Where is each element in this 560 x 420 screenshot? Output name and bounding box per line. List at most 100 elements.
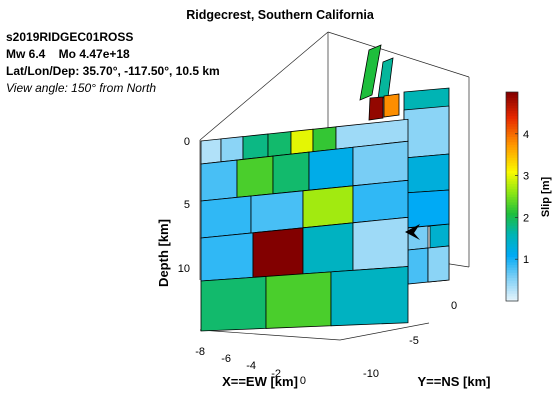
front-fault-patch [330, 266, 409, 327]
colorbar-swatch [506, 118, 518, 122]
colorbar-swatch [506, 209, 518, 213]
z-axis-label: Depth [km] [156, 219, 171, 287]
colorbar-swatch [506, 193, 518, 198]
colorbar-swatch [506, 159, 518, 164]
view-angle-line: View angle: 150° from North [6, 81, 156, 95]
front-fault-patch [272, 151, 310, 195]
front-fault-patch [200, 276, 267, 332]
colorbar-tick-label: 2 [523, 212, 529, 224]
colorbar-swatch [506, 206, 518, 211]
front-fault-patch [236, 155, 274, 198]
colorbar-swatch [506, 149, 518, 153]
colorbar-swatch [506, 293, 518, 297]
front-fault-patch [352, 216, 409, 271]
colorbar-swatch [506, 167, 518, 171]
colorbar-swatch [506, 183, 518, 187]
hypocenter-marker [405, 224, 420, 240]
colorbar-swatch [506, 287, 518, 292]
back-fault-patch [429, 223, 450, 249]
colorbar-swatch [506, 240, 518, 245]
colorbar-swatch [506, 162, 518, 166]
x-tick-label: -6 [221, 353, 231, 365]
colorbar-swatch [506, 94, 518, 98]
colorbar-swatch [506, 256, 518, 260]
colorbar-tick-label: 1 [523, 254, 529, 266]
front-fault-patch [290, 128, 314, 155]
colorbar-swatch [506, 172, 518, 177]
x-axis-label: X==EW [km] [222, 374, 298, 389]
colorbar-swatch [506, 233, 518, 237]
colorbar-swatch [506, 133, 518, 138]
front-fault-patch [200, 232, 254, 282]
hypocenter-marker-group [405, 224, 420, 240]
colorbar-swatch [506, 175, 518, 179]
colorbar-swatch [506, 204, 518, 208]
x-tick-label: -2 [271, 368, 281, 380]
colorbar-swatch [506, 131, 518, 135]
colorbar-swatch [506, 277, 518, 281]
colorbar-swatch [506, 191, 518, 195]
back-fault-patches [359, 44, 450, 285]
z-tick-label: 10 [178, 263, 190, 275]
colorbar-swatch [506, 212, 518, 216]
colorbar-swatch [506, 125, 518, 130]
colorbar-swatch [506, 110, 518, 114]
colorbar-swatch [506, 170, 518, 174]
colorbar-tick-label: 4 [523, 129, 529, 141]
colorbar-swatch [506, 285, 518, 289]
colorbar-swatch [506, 154, 518, 158]
colorbar-swatch [506, 230, 518, 234]
colorbar-swatch [506, 123, 518, 127]
colorbar-swatch [506, 282, 518, 286]
colorbar-frame [505, 91, 519, 302]
axes-box-line [327, 31, 470, 78]
colorbar-swatch [506, 178, 518, 182]
colorbar-swatch [506, 251, 518, 255]
back-fault-patch [403, 105, 450, 159]
front-fault-patch [267, 131, 292, 158]
colorbar-swatch [506, 144, 518, 148]
colorbar-swatch [506, 188, 518, 192]
colorbar-swatch [506, 264, 518, 268]
back-fault-patch [403, 189, 450, 229]
front-fault-patch [220, 136, 244, 163]
front-fault-patch [302, 185, 354, 229]
colorbar-swatch [506, 120, 518, 124]
colorbar-swatch [506, 102, 518, 106]
colorbar-swatch [506, 196, 518, 200]
y-axis-label: Y==NS [km] [418, 374, 491, 389]
front-fault-patch [352, 140, 409, 187]
y-tick-label: 0 [451, 300, 457, 312]
colorbar-swatch [506, 180, 518, 185]
colorbar-swatch [506, 225, 518, 229]
front-fault-patch [250, 190, 304, 234]
x-tick-label: -4 [246, 360, 256, 372]
front-fault-patch [242, 133, 269, 160]
colorbar-swatch [506, 157, 518, 161]
colorbar-swatch [506, 269, 518, 273]
colorbar-swatch [506, 99, 518, 104]
colorbar-swatch [506, 136, 518, 140]
colorbar-swatch [506, 246, 518, 250]
colorbar-swatch [506, 298, 518, 302]
back-fault-patch [383, 93, 400, 118]
front-fault-patch [302, 222, 354, 275]
colorbar-swatch [506, 128, 518, 132]
colorbar-swatch [506, 97, 518, 101]
colorbar-swatch [506, 220, 518, 224]
colorbar-swatch [506, 115, 518, 119]
colorbar-swatch [506, 165, 518, 169]
colorbar-swatch [506, 290, 518, 294]
colorbar-swatch [506, 152, 518, 156]
back-fault-patch [407, 247, 429, 285]
front-fault-patch [265, 271, 332, 329]
colorbar: 1 2 3 4 [505, 91, 529, 302]
colorbar-swatch [506, 217, 518, 221]
colorbar-swatch [506, 139, 518, 143]
floor-edge [199, 322, 430, 341]
front-fault-patch [200, 195, 252, 239]
x-tick-label: 0 [300, 375, 306, 387]
colorbar-swatch [506, 295, 518, 299]
back-fault-patch [368, 96, 384, 121]
colorbar-swatch [506, 280, 518, 284]
